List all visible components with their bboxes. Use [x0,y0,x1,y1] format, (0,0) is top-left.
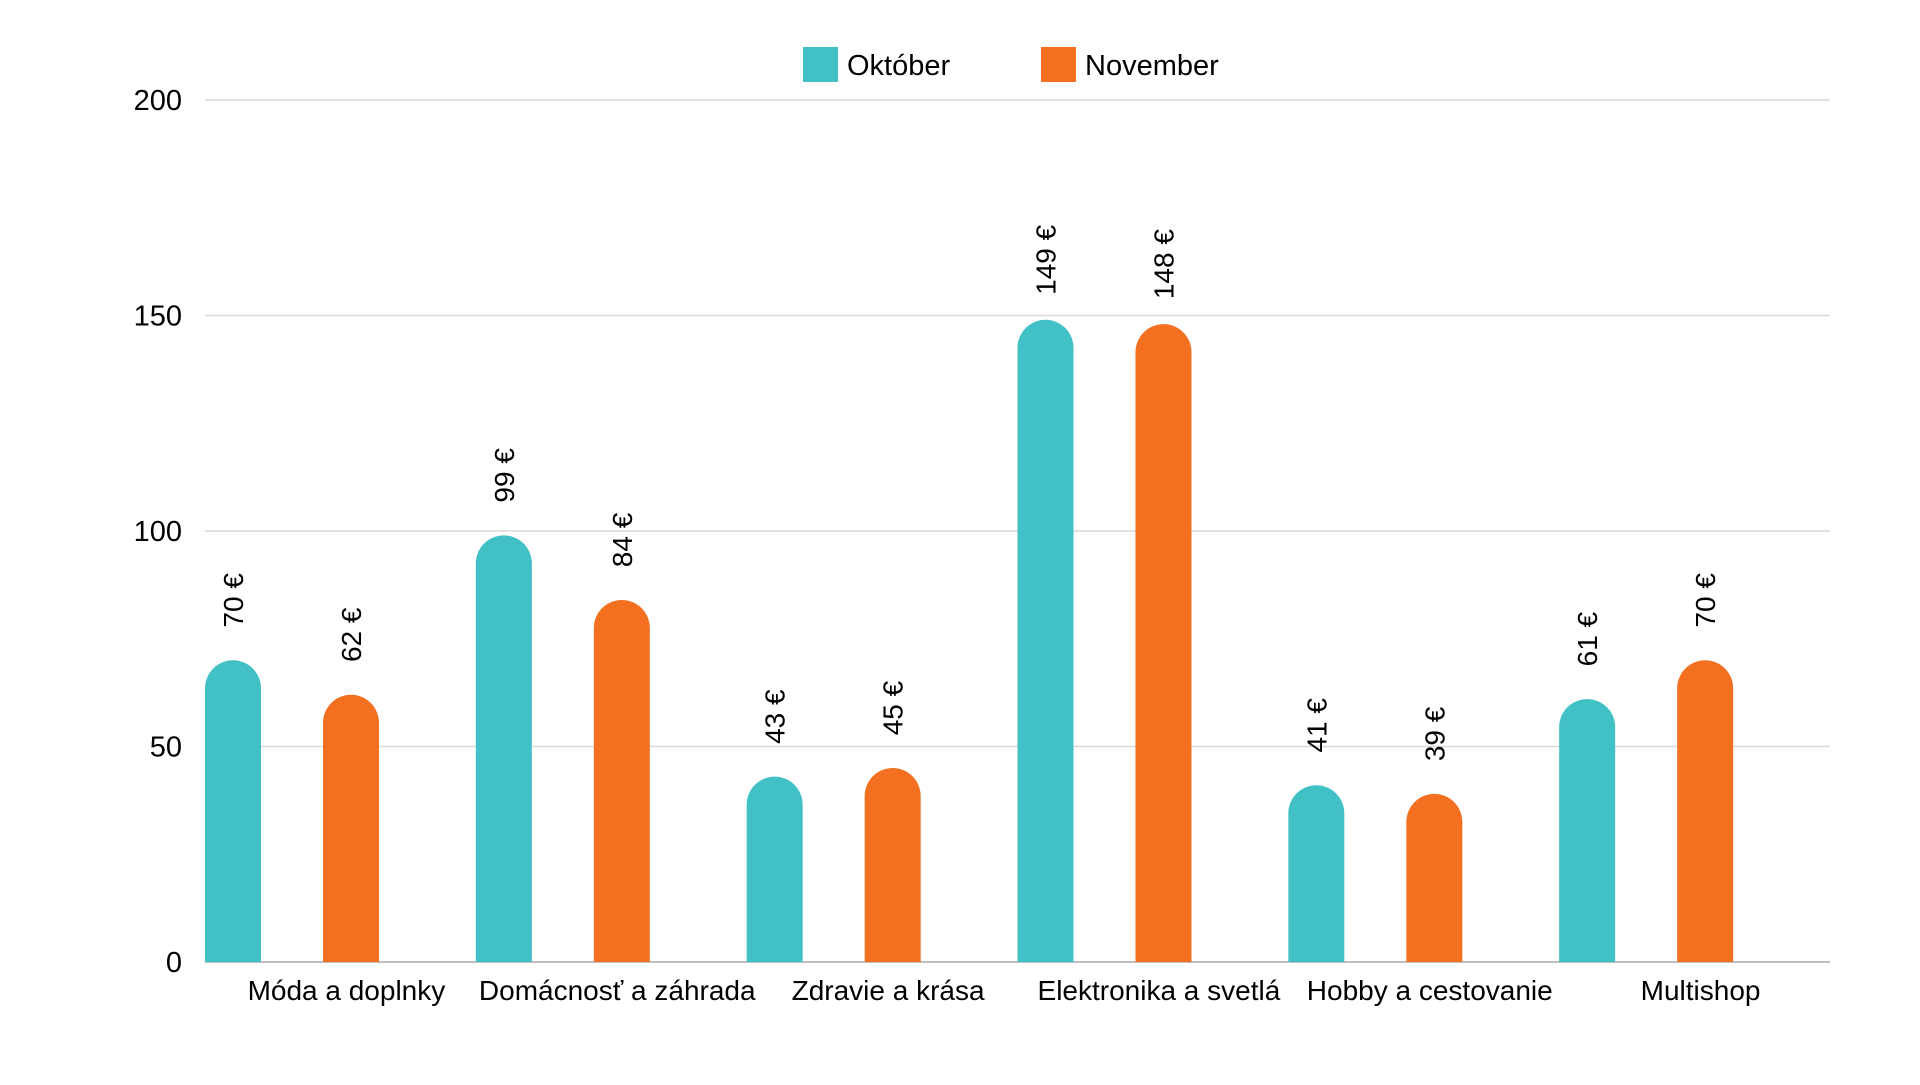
data-labels: 70 € 62 € 99 € 84 € 43 € 45 € 149 € 148 € 41 € 39… [218,224,1721,761]
data-label: 99 € [489,448,520,503]
bar-series-2 [593,599,650,962]
x-axis: Móda a doplnky Domácnosť a záhrada Zdravie… [248,975,1761,1006]
bar-series-2 [323,694,380,962]
data-label: 62 € [336,607,367,662]
x-category-label: Multishop [1641,975,1761,1006]
y-tick-label: 100 [134,516,182,548]
data-label: 45 € [878,680,909,735]
data-label: 41 € [1301,698,1332,753]
legend-label: November [1085,50,1219,82]
x-category-label: Zdravie a krása [792,975,985,1006]
data-label: 70 € [1690,573,1721,628]
legend-swatch [1041,47,1076,82]
y-tick-label: 200 [134,85,182,117]
y-tick-label: 0 [166,947,182,979]
data-label: 84 € [607,512,638,567]
bar-series-1 [475,535,532,962]
bar-series-1 [205,660,261,962]
bar-series-2 [1677,660,1734,962]
data-label: 70 € [218,573,249,628]
x-category-label: Móda a doplnky [248,975,446,1006]
bar-series-1 [746,776,803,962]
bar-series-2 [1406,793,1463,962]
bar-series-1 [1017,319,1074,962]
y-axis: 0 50 100 150 200 [134,85,182,979]
legend-swatch [803,47,838,82]
data-label: 149 € [1031,224,1062,294]
legend: Október November [803,47,1219,82]
data-label: 39 € [1419,706,1450,761]
bars [205,319,1734,963]
data-label: 148 € [1149,229,1180,299]
bar-series-1 [1288,785,1345,962]
bar-series-1 [1559,699,1616,962]
x-category-label: Hobby a cestovanie [1307,975,1553,1006]
x-category-label: Elektronika a svetlá [1038,975,1281,1006]
bar-series-2 [864,768,921,962]
legend-label: Október [847,50,950,82]
x-category-label: Domácnosť a záhrada [479,975,756,1006]
bar-series-2 [1135,324,1192,963]
data-label: 43 € [760,689,791,744]
y-tick-label: 50 [150,732,182,764]
data-label: 61 € [1572,611,1603,666]
y-tick-label: 150 [134,301,182,333]
